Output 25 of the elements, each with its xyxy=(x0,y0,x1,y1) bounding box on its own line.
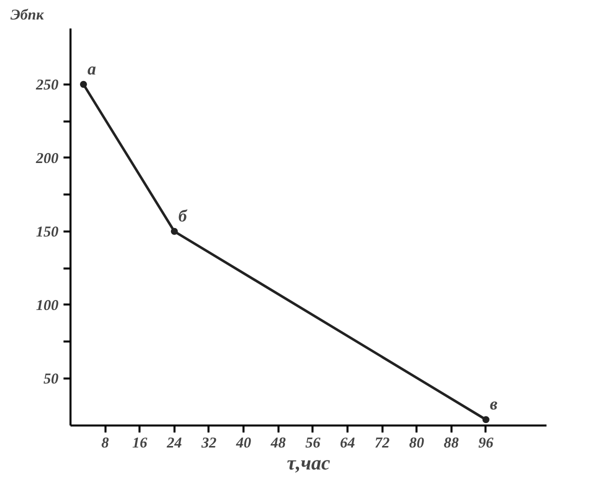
x-tick-label: 56 xyxy=(305,436,321,452)
y-tick-label: 100 xyxy=(36,298,59,314)
y-axis-title: Эбпк xyxy=(10,8,44,24)
annotation: а xyxy=(87,59,96,78)
point xyxy=(80,80,87,88)
y-tick-label: 50 xyxy=(44,371,59,388)
x-tick-label: 40 xyxy=(235,436,252,452)
annotation: в xyxy=(490,394,498,414)
x-tick-label: 16 xyxy=(132,436,148,452)
x-tick-label: 88 xyxy=(444,436,460,452)
point xyxy=(170,228,178,235)
y-tick-label: 250 xyxy=(35,77,59,94)
annotation: б xyxy=(178,206,188,226)
y-tick-label: 150 xyxy=(36,224,59,240)
x-tick-label: 24 xyxy=(166,436,182,452)
point xyxy=(482,416,490,424)
x-axis-title: τ,час xyxy=(286,452,330,474)
x-tick-label: 96 xyxy=(478,436,494,452)
x-tick-label: 64 xyxy=(340,436,356,452)
x-tick-label: 80 xyxy=(409,436,425,452)
x-tick-label: 8 xyxy=(101,436,110,452)
x-tick-label: 72 xyxy=(374,436,390,452)
x-tick-label: 32 xyxy=(200,436,217,452)
x-tick-label: 48 xyxy=(270,436,286,452)
y-tick-label: 200 xyxy=(35,150,59,167)
